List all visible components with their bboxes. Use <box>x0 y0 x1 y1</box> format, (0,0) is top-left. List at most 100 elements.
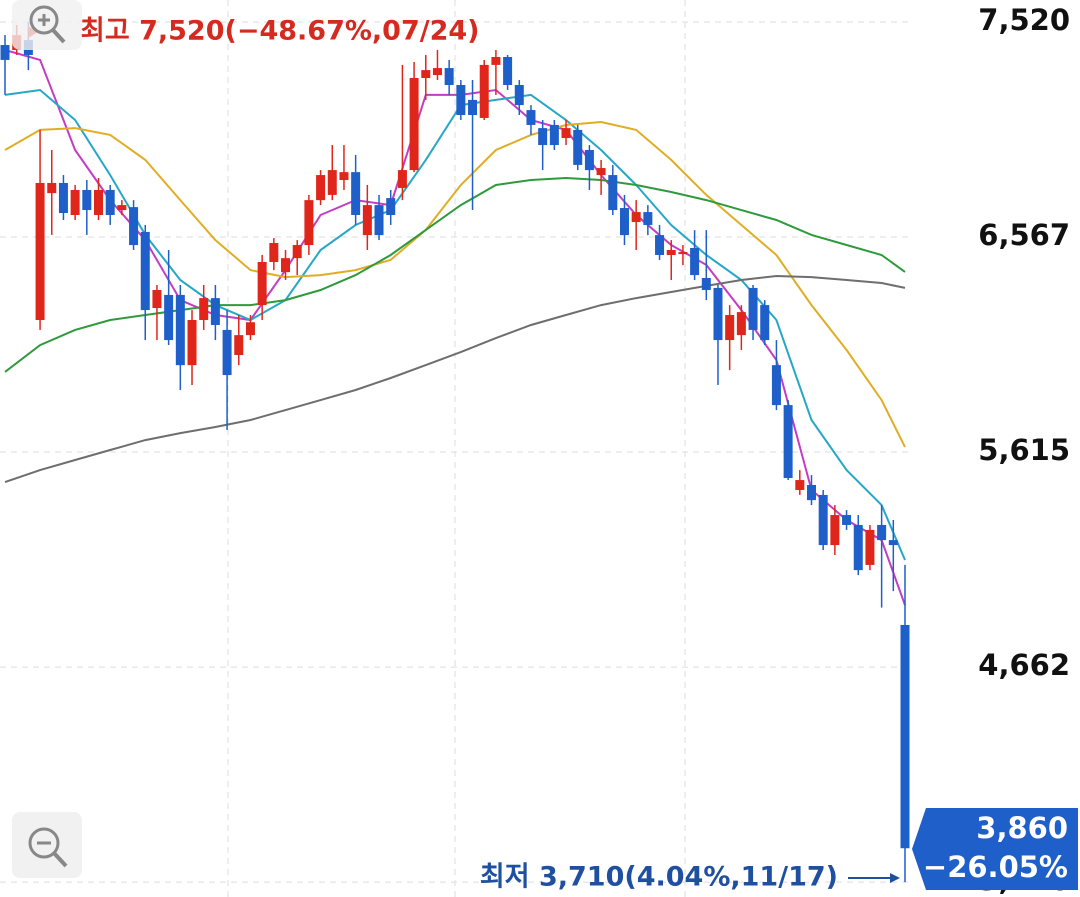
candle-body <box>584 150 594 171</box>
candle-body <box>94 189 104 216</box>
candle-body <box>760 305 770 341</box>
candle-body <box>327 170 337 195</box>
candle-body <box>725 315 735 341</box>
y-tick-label: 5,615 <box>978 433 1070 467</box>
y-tick-label: 7,520 <box>978 3 1070 37</box>
icon <box>28 827 60 859</box>
candle-body <box>351 172 361 216</box>
candle-body <box>152 289 162 309</box>
candle-body <box>573 129 583 165</box>
candle-body <box>117 205 127 211</box>
candle-body <box>199 298 209 320</box>
candle-body <box>877 524 887 541</box>
candle-body <box>538 128 548 146</box>
candle-body <box>105 189 115 216</box>
candle-body <box>82 189 92 211</box>
y-tick-label: 6,567 <box>978 218 1070 252</box>
grid <box>0 21 912 883</box>
candle-body <box>257 261 267 306</box>
button-bg <box>12 0 82 50</box>
candle-body <box>362 205 372 236</box>
candle-body <box>818 494 828 546</box>
candle-body <box>444 68 454 85</box>
candle-body <box>900 624 910 849</box>
icon <box>38 14 50 26</box>
candle-body <box>456 84 466 116</box>
high-annotation: 최고 7,520(−48.67%,07/24) <box>80 16 480 47</box>
candle-body <box>35 182 45 320</box>
candle-body <box>503 57 513 85</box>
candle-body <box>409 77 419 171</box>
candle-body <box>70 189 80 216</box>
candle-body <box>608 175 618 211</box>
candle-body <box>713 287 723 341</box>
candle-body <box>655 235 665 255</box>
last-change: −26.05% <box>923 850 1068 884</box>
button-bg <box>12 812 82 878</box>
candle-body <box>58 182 68 213</box>
candle-body <box>549 124 559 146</box>
candle-body <box>842 515 852 525</box>
candle-body <box>175 294 185 366</box>
candle-body <box>339 172 349 181</box>
candle-body <box>526 110 536 125</box>
last-price-box: 3,860 −26.05% <box>912 808 1078 890</box>
candle-body <box>795 480 805 490</box>
y-tick-label: 4,662 <box>978 648 1070 682</box>
moving-average-line <box>4 274 906 484</box>
candle-body <box>678 252 688 255</box>
candle-body <box>421 70 431 78</box>
candle-body <box>690 247 700 276</box>
candle-body <box>619 208 629 236</box>
candle-body <box>292 245 302 259</box>
candle-body <box>783 405 793 479</box>
candle-body <box>316 175 326 201</box>
icon <box>51 28 66 44</box>
candle-body <box>468 99 478 116</box>
zoom-out-button[interactable] <box>12 812 82 878</box>
candle-body <box>269 243 279 262</box>
candle-body <box>374 205 384 236</box>
candle-body <box>561 128 571 139</box>
candle-body <box>514 84 524 106</box>
candle-body <box>865 529 875 565</box>
candle-body <box>748 287 758 330</box>
candle-body <box>596 168 606 176</box>
candle-body <box>491 57 501 65</box>
low-annotation: 최저 3,710(4.04%,11/17) <box>480 862 838 893</box>
candle-body <box>129 207 139 246</box>
candle-body <box>701 278 711 290</box>
price-box <box>912 808 1078 890</box>
annotation-arrow <box>890 873 900 883</box>
zoom-in-button[interactable] <box>12 0 82 50</box>
candle-body <box>140 231 150 311</box>
candle-body <box>210 298 220 325</box>
candle-body <box>164 294 174 341</box>
candle-body <box>222 329 232 376</box>
candle-body <box>245 322 255 336</box>
candle-body <box>888 540 898 546</box>
candle-body <box>643 212 653 225</box>
icon <box>29 5 59 35</box>
candle-body <box>397 170 407 188</box>
candles <box>0 22 910 883</box>
vertical-grid <box>227 0 686 897</box>
candle-body <box>47 182 57 194</box>
candle-body <box>806 485 816 501</box>
candle-body <box>432 68 442 76</box>
moving-average-line <box>4 120 906 448</box>
last-price: 3,860 <box>976 811 1068 845</box>
candle-body <box>234 335 244 355</box>
candle-body <box>666 250 676 255</box>
candle-body <box>736 312 746 336</box>
candle-body <box>304 200 314 246</box>
candle-body <box>281 258 291 273</box>
candle-body <box>853 524 863 571</box>
candle-body <box>771 365 781 406</box>
icon <box>52 851 68 868</box>
candle-body <box>830 515 840 546</box>
candle-body <box>631 212 641 223</box>
candle-body <box>187 319 197 366</box>
